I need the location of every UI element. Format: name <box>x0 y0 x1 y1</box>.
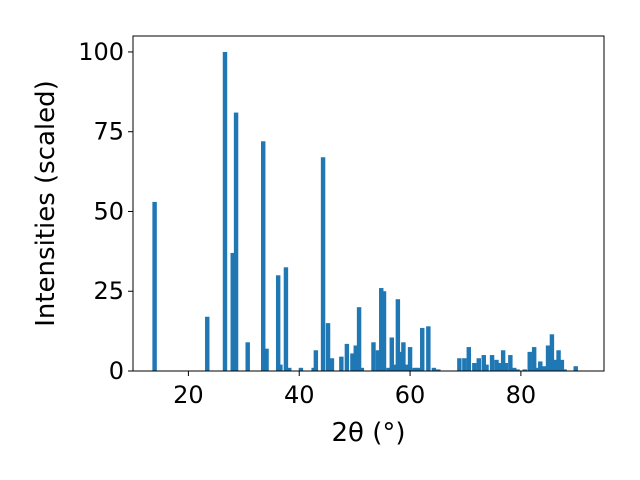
y-tick-label: 100 <box>78 38 124 66</box>
bar <box>395 299 401 371</box>
bar <box>553 359 558 371</box>
bar <box>494 359 499 371</box>
bar <box>541 366 547 371</box>
x-tick-label: 80 <box>506 381 537 409</box>
bar <box>404 364 409 371</box>
bar <box>287 367 292 371</box>
bar <box>515 369 520 371</box>
bar <box>545 345 551 371</box>
bar <box>386 367 391 371</box>
bar <box>457 358 462 371</box>
bar <box>389 337 394 371</box>
y-tick-label: 25 <box>93 277 124 305</box>
bar <box>325 323 331 371</box>
bar <box>420 327 425 371</box>
bar <box>527 351 532 371</box>
bar <box>531 347 537 371</box>
bar <box>392 364 397 371</box>
y-tick-label: 0 <box>109 357 124 385</box>
x-axis-label: 2θ (°) <box>331 418 405 448</box>
bar <box>562 369 567 371</box>
bar <box>356 307 362 371</box>
bar <box>283 267 289 371</box>
bar <box>398 351 403 371</box>
bar <box>436 369 441 371</box>
bar <box>512 367 517 371</box>
axes-frame <box>132 35 605 372</box>
bar <box>415 367 421 371</box>
x-tick-label: 20 <box>173 381 204 409</box>
bar <box>359 367 365 371</box>
bar <box>381 291 387 371</box>
bar <box>245 342 250 371</box>
bar <box>472 363 477 371</box>
y-axis-ticks: 0 25 50 75 100 <box>78 38 133 385</box>
bar <box>379 288 384 371</box>
bar <box>401 342 406 371</box>
bar <box>484 364 489 371</box>
bar <box>152 201 157 371</box>
bar <box>375 350 381 371</box>
bar <box>264 348 269 371</box>
bar <box>278 364 283 371</box>
bar <box>233 112 239 371</box>
y-axis-label: Intensities (scaled) <box>31 80 61 327</box>
bar <box>222 51 228 371</box>
bar <box>462 358 467 371</box>
bar <box>508 355 513 371</box>
bar <box>481 355 486 371</box>
bars-group <box>152 51 578 371</box>
bar <box>522 369 527 371</box>
y-tick-label: 75 <box>93 118 124 146</box>
bar <box>412 367 417 371</box>
bar <box>320 157 326 371</box>
bar <box>275 275 281 371</box>
bar <box>503 363 509 371</box>
x-tick-label: 40 <box>284 381 315 409</box>
bar <box>556 350 561 371</box>
bar <box>549 334 555 371</box>
bar <box>466 347 472 371</box>
bar <box>497 363 503 371</box>
bar <box>500 350 506 371</box>
bar <box>313 350 319 371</box>
bar <box>353 345 358 371</box>
bar <box>538 361 543 371</box>
x-axis-ticks: 20 40 60 80 <box>173 371 536 409</box>
bar <box>559 359 565 371</box>
bar <box>350 353 355 371</box>
y-tick-label: 50 <box>93 197 124 225</box>
bar <box>407 347 413 371</box>
bar <box>329 358 335 371</box>
bar <box>230 252 235 371</box>
bar <box>426 326 431 371</box>
bar <box>205 316 210 371</box>
bar <box>298 367 304 371</box>
x-tick-label: 60 <box>395 381 426 409</box>
bar <box>261 141 266 371</box>
bar <box>476 358 481 371</box>
bar <box>344 343 350 371</box>
bar <box>339 356 344 371</box>
bar <box>573 366 578 371</box>
bar <box>371 342 376 371</box>
bar <box>489 355 495 371</box>
bar <box>431 367 437 371</box>
bar <box>534 367 540 371</box>
